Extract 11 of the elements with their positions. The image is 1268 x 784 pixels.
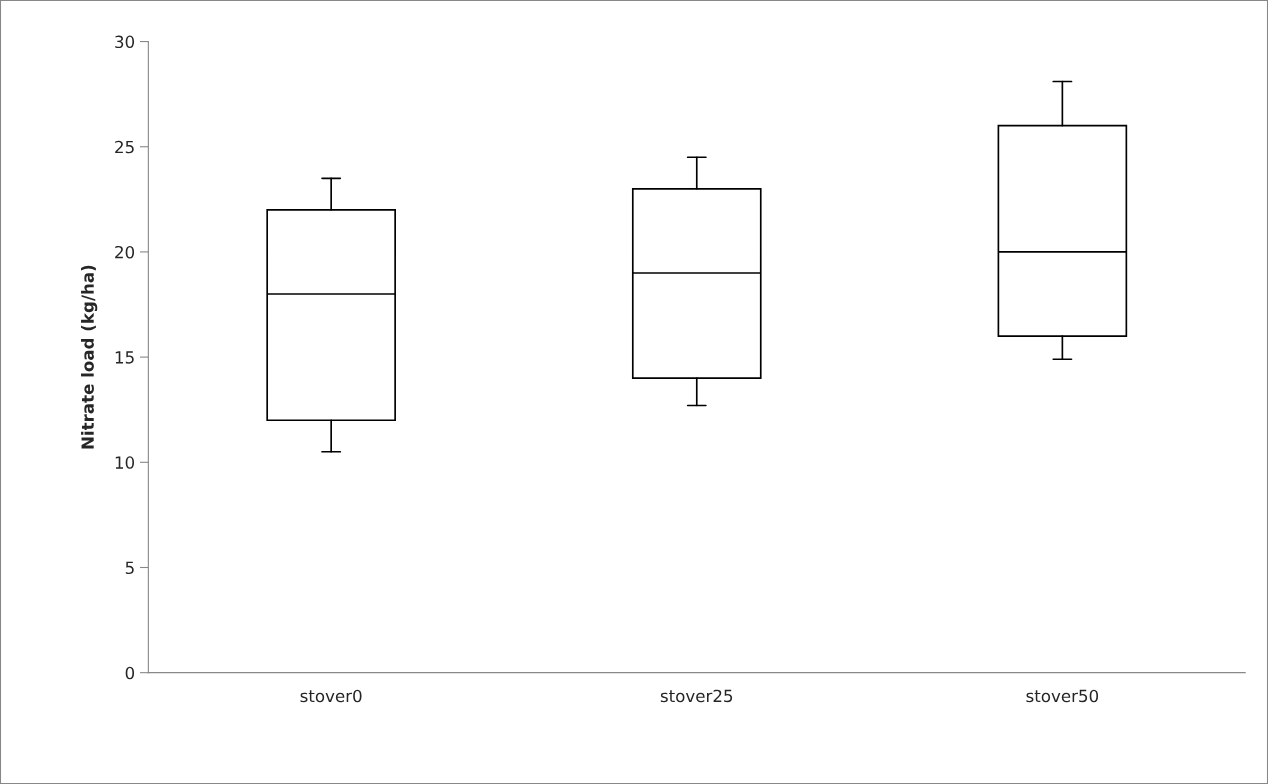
y-tick-label: 25 bbox=[115, 140, 134, 154]
x-tick-label: stover50 bbox=[1026, 689, 1099, 703]
x-tick-label: stover0 bbox=[300, 689, 362, 703]
y-tick-label: 10 bbox=[115, 456, 135, 469]
y-tick-label: 0 bbox=[125, 666, 135, 680]
y-axis-title: Nitrate load (kg/ha) bbox=[81, 265, 98, 449]
y-tick-label: 20 bbox=[115, 245, 135, 259]
y-tick-label: 30 bbox=[115, 35, 135, 49]
y-tick-label: 5 bbox=[125, 561, 134, 575]
y-tick-label: 15 bbox=[115, 351, 134, 364]
x-tick-label: stover25 bbox=[660, 689, 733, 703]
